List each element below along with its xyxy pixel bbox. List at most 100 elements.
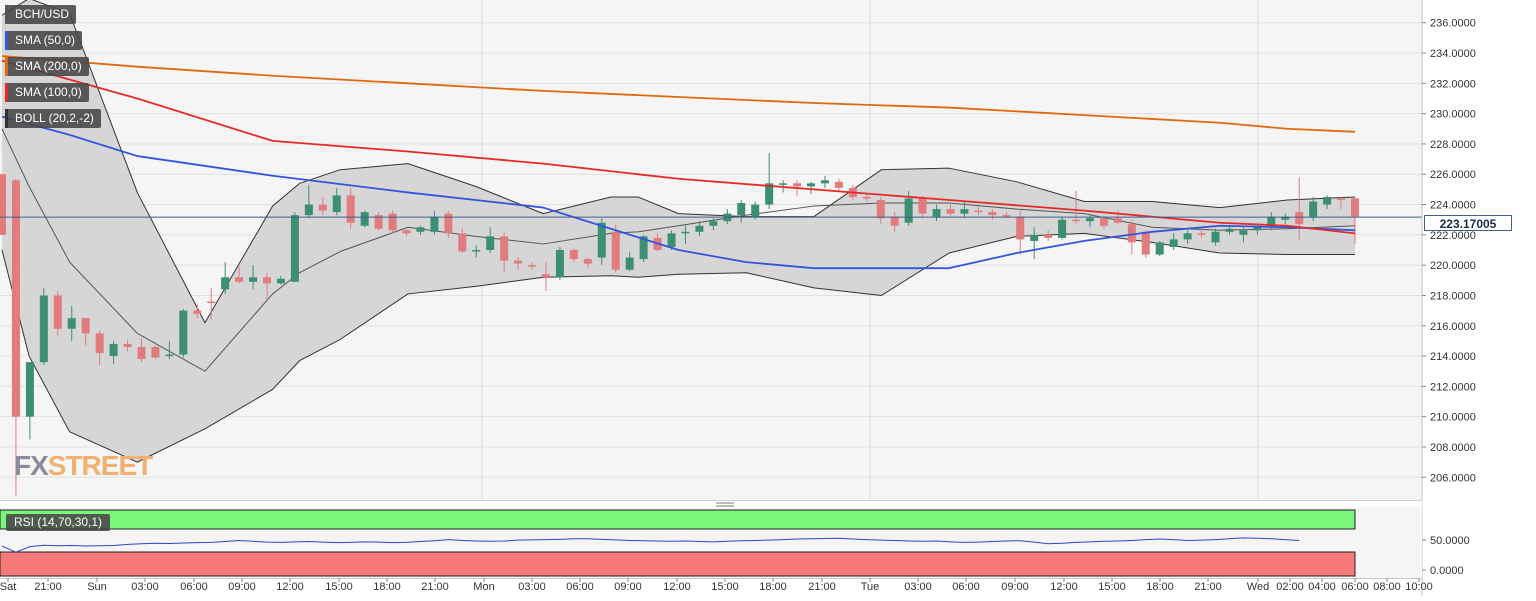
candle-82 bbox=[1141, 230, 1150, 258]
symbol-swatch bbox=[5, 5, 8, 24]
x-tick-label-11: 03:00 bbox=[518, 581, 546, 593]
rsi-line bbox=[1, 537, 1300, 553]
candle-95 bbox=[1323, 195, 1332, 210]
candle-45 bbox=[625, 251, 634, 272]
candle-49 bbox=[681, 225, 690, 244]
candle-32 bbox=[444, 210, 453, 238]
boll-swatch bbox=[5, 109, 8, 128]
candle-3 bbox=[39, 287, 48, 366]
candle-body-77 bbox=[1072, 219, 1081, 222]
candle-body-53 bbox=[737, 203, 746, 216]
candle-body-69 bbox=[960, 209, 969, 214]
candle-29 bbox=[402, 227, 411, 237]
candle-83 bbox=[1155, 240, 1164, 257]
x-tick-label-19: 03:00 bbox=[904, 581, 932, 593]
candle-15 bbox=[207, 287, 216, 320]
candle-body-94 bbox=[1309, 201, 1318, 217]
candle-body-72 bbox=[1002, 215, 1011, 217]
candle-body-88 bbox=[1225, 228, 1234, 232]
candle-body-81 bbox=[1127, 224, 1136, 243]
candle-39 bbox=[541, 262, 550, 291]
candle-77 bbox=[1072, 190, 1081, 225]
panel-divider bbox=[0, 500, 1422, 507]
candle-12 bbox=[165, 340, 174, 360]
candle-68 bbox=[946, 204, 955, 217]
candle-19 bbox=[263, 272, 272, 300]
candle-17 bbox=[235, 266, 244, 284]
candle-20 bbox=[276, 275, 285, 285]
bollinger-lower bbox=[1, 232, 1355, 463]
x-tick-label-3: 03:00 bbox=[131, 581, 159, 593]
candle-55 bbox=[765, 153, 774, 210]
legend-sma-200-label: SMA (200,0) bbox=[15, 59, 82, 73]
candle-18 bbox=[249, 265, 258, 290]
candle-42 bbox=[583, 257, 592, 269]
x-tick-label-27: 02:00 bbox=[1276, 581, 1304, 593]
legend-boll-label: BOLL (20,2,-2) bbox=[15, 111, 94, 125]
legend-sma-50[interactable]: SMA (50,0) bbox=[5, 31, 83, 50]
candle-body-74 bbox=[1030, 234, 1039, 241]
rsi-legend[interactable]: RSI (14,70,30,1) bbox=[6, 514, 111, 531]
x-tick-label-21: 09:00 bbox=[1001, 581, 1029, 593]
candle-body-30 bbox=[416, 227, 425, 232]
series-line-1 bbox=[1, 59, 1356, 235]
candle-13 bbox=[179, 309, 188, 358]
candle-26 bbox=[360, 210, 369, 228]
candle-34 bbox=[472, 245, 481, 258]
candle-body-34 bbox=[472, 250, 481, 252]
candle-35 bbox=[486, 227, 495, 254]
candle-89 bbox=[1239, 227, 1248, 243]
candle-body-86 bbox=[1197, 233, 1206, 235]
candle-body-28 bbox=[388, 213, 397, 231]
candle-40 bbox=[555, 246, 564, 281]
candle-50 bbox=[695, 221, 704, 237]
candle-body-2 bbox=[25, 362, 34, 417]
candle-body-27 bbox=[374, 215, 383, 229]
candle-body-15 bbox=[207, 301, 216, 304]
candle-body-0 bbox=[0, 174, 6, 235]
watermark-street: STREET bbox=[47, 450, 153, 481]
candle-body-13 bbox=[179, 310, 188, 355]
x-tick-label-14: 12:00 bbox=[663, 581, 691, 593]
candle-body-85 bbox=[1183, 233, 1192, 240]
candle-body-39 bbox=[541, 274, 550, 278]
last-price-tag: 223.17005 bbox=[1424, 215, 1512, 231]
series-line-2 bbox=[1, 55, 1356, 133]
candle-62 bbox=[862, 193, 871, 202]
candle-10 bbox=[137, 337, 146, 363]
candle-body-25 bbox=[346, 195, 355, 223]
candle-59 bbox=[820, 175, 829, 188]
candle-body-4 bbox=[53, 295, 62, 329]
y-tick-label-14: 234.0000 bbox=[1430, 48, 1476, 60]
candle-body-91 bbox=[1267, 216, 1276, 228]
sma-50-swatch bbox=[5, 31, 8, 50]
x-tick-label-31: 10:00 bbox=[1405, 581, 1433, 593]
y-tick-label-12: 230.0000 bbox=[1430, 109, 1476, 121]
candle-96 bbox=[1337, 196, 1346, 210]
legend-sma-200[interactable]: SMA (200,0) bbox=[5, 57, 89, 76]
candle-22 bbox=[304, 184, 313, 219]
symbol-legend[interactable]: BCH/USD bbox=[5, 5, 77, 24]
candle-body-19 bbox=[263, 277, 272, 284]
candle-body-75 bbox=[1044, 234, 1053, 238]
candle-body-73 bbox=[1016, 216, 1025, 240]
candle-body-83 bbox=[1155, 242, 1164, 255]
x-tick-label-20: 06:00 bbox=[952, 581, 980, 593]
legend-boll[interactable]: BOLL (20,2,-2) bbox=[5, 109, 101, 128]
x-tick-label-6: 12:00 bbox=[276, 581, 304, 593]
candle-body-9 bbox=[123, 343, 132, 347]
candle-body-29 bbox=[402, 230, 411, 234]
x-tick-label-10: Mon bbox=[473, 581, 494, 593]
candle-0 bbox=[0, 174, 6, 235]
price-axis: 206.0000 208.0000 210.0000 212.0000 214.0000… bbox=[1421, 0, 1536, 596]
candle-24 bbox=[332, 187, 341, 216]
candle-body-90 bbox=[1253, 227, 1262, 231]
rsi-tick-label-1: 0.0000 bbox=[1430, 565, 1464, 577]
y-tick-label-3: 212.0000 bbox=[1430, 381, 1476, 393]
x-tick-label-4: 06:00 bbox=[180, 581, 208, 593]
legend-sma-100[interactable]: SMA (100,0) bbox=[5, 83, 89, 102]
legend-sma-50-label: SMA (50,0) bbox=[15, 33, 76, 47]
legend-sma-100-label: SMA (100,0) bbox=[15, 85, 82, 99]
